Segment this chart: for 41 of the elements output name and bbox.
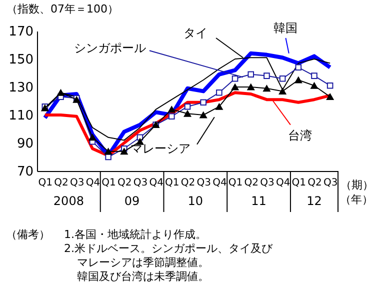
- x-tick-label: Q1: [165, 178, 180, 188]
- x-tick-label: Q2: [118, 178, 132, 188]
- y-tick-label: 130: [8, 80, 34, 96]
- x-tick-label: Q1: [292, 178, 306, 188]
- text: 11: [251, 194, 266, 208]
- x-tick-label: Q1: [38, 178, 53, 188]
- y-tick-label: 90: [16, 136, 34, 152]
- y-tick-label: 110: [8, 108, 34, 124]
- x-tick-label: Q4: [276, 178, 290, 188]
- x-tick-label: Q4: [86, 178, 100, 188]
- text: 2.米ドルベース。シンガポール、タイ及びマレーシアは季節調整値。韓国及び台湾は未季調値。: [64, 242, 274, 283]
- text: 12: [306, 194, 322, 208]
- x-tick-label: Q4: [149, 178, 164, 188]
- y-tick-label: 150: [8, 52, 34, 68]
- x-tick-label: Q1: [102, 178, 116, 188]
- text: （年）: [340, 193, 371, 206]
- x-tick-label: Q1: [228, 178, 243, 188]
- y-tick-label: 170: [8, 24, 34, 40]
- x-tick-label: Q3: [323, 178, 338, 188]
- text: 2008: [53, 194, 84, 208]
- text: （備考）: [6, 228, 50, 241]
- text: タイ: [183, 26, 208, 40]
- x-tick-label: Q2: [54, 178, 68, 188]
- x-tick-label: Q2: [180, 178, 196, 188]
- x-axis-title: （期）: [340, 178, 371, 192]
- x-tick-label: Q3: [133, 178, 148, 188]
- text: 1.各国・地域統計より作成。: [64, 228, 206, 241]
- series-label: 韓国: [274, 21, 298, 36]
- x-tick-label: Q4: [212, 178, 227, 188]
- text: 09: [124, 194, 140, 208]
- y-tick-label: 70: [16, 164, 34, 180]
- text: 10: [188, 194, 204, 208]
- y-axis-title: （指数、07年＝100）: [6, 2, 118, 16]
- series-label: マレーシア: [130, 142, 191, 156]
- x-tick-label: Q2: [308, 178, 322, 188]
- x-tick-label: Q3: [260, 178, 274, 188]
- x-tick-label: Q3: [196, 178, 211, 188]
- text: シンガポール: [74, 40, 146, 55]
- x-tick-label: Q2: [244, 178, 258, 188]
- legend-label: 台湾: [288, 128, 312, 142]
- x-tick-label: Q3: [70, 178, 84, 188]
